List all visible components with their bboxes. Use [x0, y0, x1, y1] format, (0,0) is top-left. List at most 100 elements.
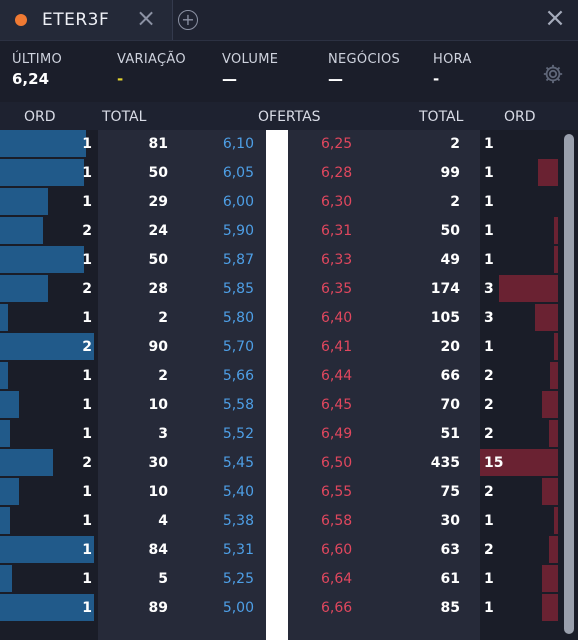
- bid-price-cell: 5,52: [222, 426, 254, 442]
- bid-ord-cell: 2: [82, 281, 92, 297]
- table-row[interactable]: 1 29 6,00 6,30 2 1: [0, 188, 578, 217]
- table-row[interactable]: 1 5 5,25 6,64 61 1: [0, 565, 578, 594]
- stat-variacao: VARIAÇÃO -: [117, 52, 186, 88]
- bid-total-cell: 4: [158, 513, 168, 529]
- table-row[interactable]: 2 30 5,45 6,50 435 15: [0, 449, 578, 478]
- bid-depth-bar: [0, 217, 43, 244]
- tab-eter3f[interactable]: ETER3F ×: [0, 0, 173, 40]
- bid-ord-cell: 1: [82, 194, 92, 210]
- bid-price-cell: 5,38: [222, 513, 254, 529]
- ask-ord-cell: 2: [484, 426, 494, 442]
- ask-total-cell: 30: [440, 513, 460, 529]
- ask-depth-bar: [542, 478, 558, 505]
- ask-ord-cell: 2: [484, 368, 494, 384]
- bid-total-cell: 50: [148, 252, 168, 268]
- ask-ord-cell: 1: [484, 223, 494, 239]
- bid-total-cell: 81: [148, 136, 168, 152]
- ask-depth-bar: [542, 391, 558, 418]
- bid-ord-cell: 1: [82, 484, 92, 500]
- header-offers: OFERTAS: [258, 109, 321, 125]
- stat-label: ÚLTIMO: [12, 52, 62, 67]
- table-row[interactable]: 1 2 5,66 6,44 66 2: [0, 362, 578, 391]
- bid-depth-bar: [0, 478, 19, 505]
- table-row[interactable]: 1 10 5,40 6,55 75 2: [0, 478, 578, 507]
- table-row[interactable]: 2 90 5,70 6,41 20 1: [0, 333, 578, 362]
- bid-ord-cell: 1: [82, 165, 92, 181]
- stat-negocios: NEGÓCIOS —: [328, 52, 400, 88]
- stat-value: —: [222, 70, 237, 88]
- bid-total-cell: 28: [148, 281, 168, 297]
- bid-ord-cell: 2: [82, 339, 92, 355]
- bid-total-cell: 5: [158, 571, 168, 587]
- stat-hora: HORA -: [433, 52, 472, 88]
- ask-price-cell: 6,49: [321, 426, 353, 442]
- window-close-icon[interactable]: ×: [544, 3, 566, 33]
- ask-total-cell: 435: [430, 455, 460, 471]
- ask-depth-bar: [554, 246, 558, 273]
- bid-total-cell: 2: [158, 310, 168, 326]
- bid-price-cell: 5,66: [222, 368, 254, 384]
- ask-price-cell: 6,28: [321, 165, 353, 181]
- table-row[interactable]: 1 84 5,31 6,60 63 2: [0, 536, 578, 565]
- table-row[interactable]: 1 10 5,58 6,45 70 2: [0, 391, 578, 420]
- ask-ord-cell: 3: [484, 310, 494, 326]
- order-book-header: ORD TOTAL OFERTAS TOTAL ORD: [0, 102, 578, 130]
- table-row[interactable]: 2 28 5,85 6,35 174 3: [0, 275, 578, 304]
- bid-depth-bar: [0, 565, 12, 592]
- table-row[interactable]: 1 89 5,00 6,66 85 1: [0, 594, 578, 623]
- bid-price-cell: 5,00: [222, 600, 254, 616]
- bid-depth-bar: [0, 159, 84, 186]
- bid-price-cell: 5,70: [222, 339, 254, 355]
- gear-icon[interactable]: [542, 63, 564, 85]
- ask-ord-cell: 2: [484, 542, 494, 558]
- bid-depth-bar: [0, 130, 86, 157]
- ask-ord-cell: 1: [484, 165, 494, 181]
- ask-price-cell: 6,64: [321, 571, 353, 587]
- ask-price-cell: 6,44: [321, 368, 353, 384]
- bid-depth-bar: [0, 362, 8, 389]
- bid-depth-bar: [0, 449, 53, 476]
- stat-value: —: [328, 70, 343, 88]
- ask-ord-cell: 2: [484, 397, 494, 413]
- ask-ord-cell: 1: [484, 513, 494, 529]
- bid-total-cell: 24: [148, 223, 168, 239]
- ask-ord-cell: 1: [484, 339, 494, 355]
- table-row[interactable]: 1 81 6,10 6,25 2 1: [0, 130, 578, 159]
- ask-price-cell: 6,30: [321, 194, 353, 210]
- bid-price-cell: 5,40: [222, 484, 254, 500]
- stat-label: HORA: [433, 52, 472, 67]
- bid-price-cell: 6,05: [222, 165, 254, 181]
- bid-depth-bar: [0, 246, 84, 273]
- order-book: 1 81 6,10 6,25 2 1 1 50 6,05 6,28 99 1 1 29 6,00 6,30 2 1…: [0, 130, 578, 640]
- table-row[interactable]: 2 24 5,90 6,31 50 1: [0, 217, 578, 246]
- ask-price-cell: 6,41: [321, 339, 353, 355]
- table-row[interactable]: 1 4 5,38 6,58 30 1: [0, 507, 578, 536]
- tab-title: ETER3F: [42, 10, 110, 30]
- ask-depth-bar: [535, 304, 558, 331]
- bid-ord-cell: 1: [82, 542, 92, 558]
- add-tab-icon[interactable]: +: [178, 10, 198, 30]
- ask-depth-bar: [542, 565, 558, 592]
- bid-ord-cell: 2: [82, 455, 92, 471]
- stat-value: 6,24: [12, 70, 50, 88]
- ask-depth-bar: [549, 536, 558, 563]
- bid-ord-cell: 1: [82, 136, 92, 152]
- ask-ord-cell: 3: [484, 281, 494, 297]
- bid-ord-cell: 1: [82, 571, 92, 587]
- table-row[interactable]: 1 50 6,05 6,28 99 1: [0, 159, 578, 188]
- bid-total-cell: 50: [148, 165, 168, 181]
- stat-value: -: [117, 70, 124, 88]
- scrollbar[interactable]: [564, 134, 574, 634]
- ask-total-cell: 51: [440, 426, 460, 442]
- bid-zone: [98, 130, 266, 640]
- table-row[interactable]: 1 3 5,52 6,49 51 2: [0, 420, 578, 449]
- table-row[interactable]: 1 50 5,87 6,33 49 1: [0, 246, 578, 275]
- tab-close-icon[interactable]: ×: [136, 4, 157, 32]
- bid-ord-cell: 1: [82, 426, 92, 442]
- bid-ord-cell: 1: [82, 368, 92, 384]
- ask-depth-zone: [480, 130, 578, 640]
- ask-depth-bar: [480, 449, 558, 476]
- bid-price-cell: 5,90: [222, 223, 254, 239]
- table-row[interactable]: 1 2 5,80 6,40 105 3: [0, 304, 578, 333]
